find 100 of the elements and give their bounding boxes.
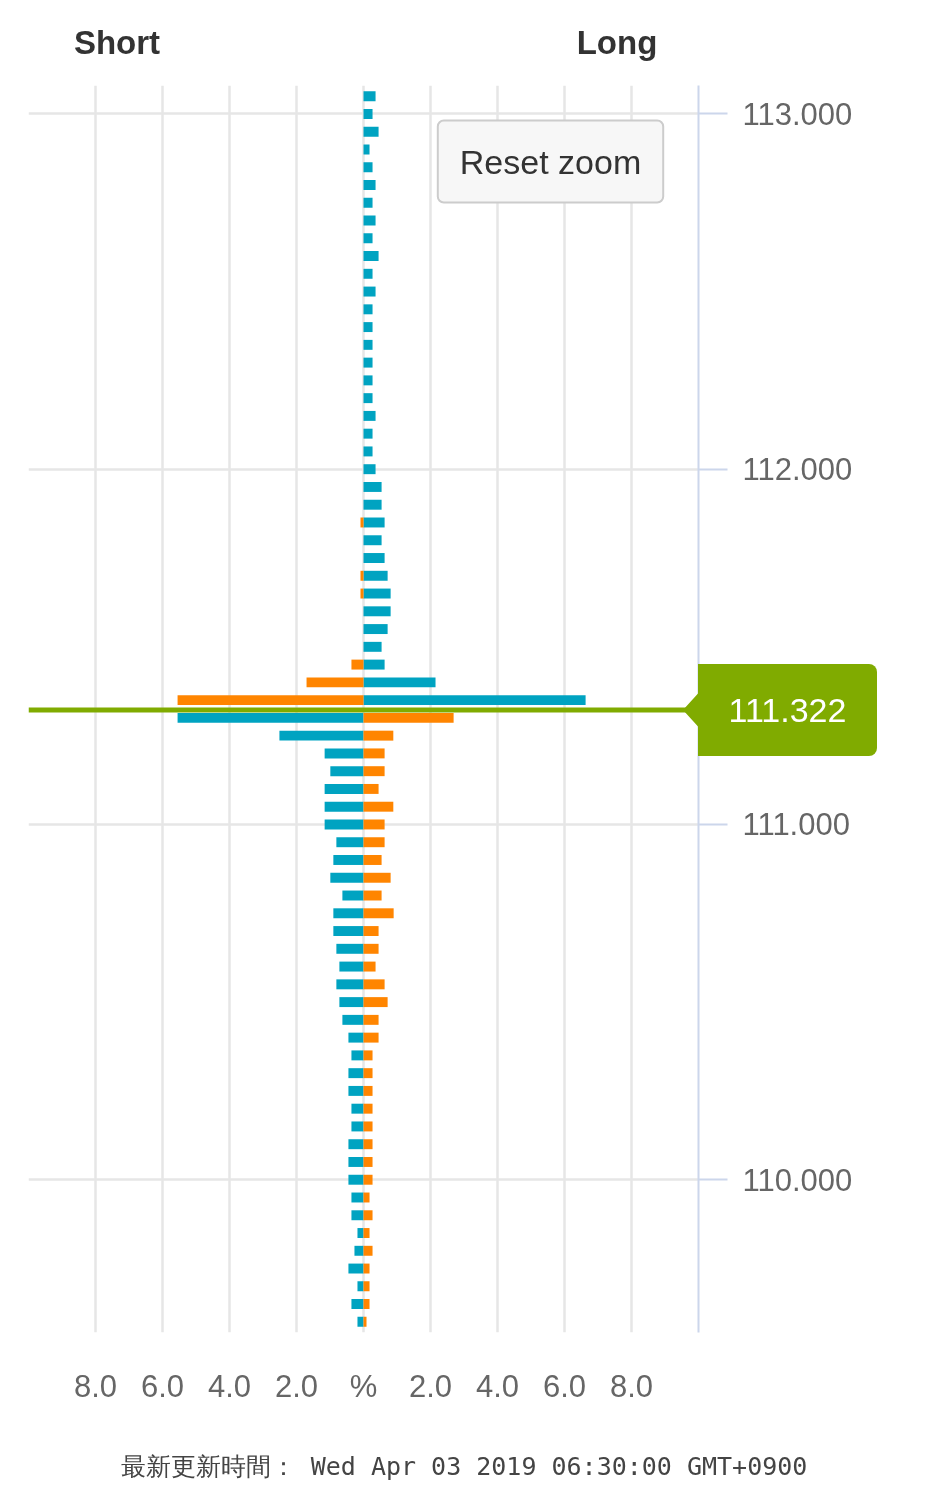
bar	[348, 1139, 364, 1150]
bar	[348, 1157, 364, 1167]
x-tick-label: 4.0	[475, 1368, 520, 1404]
bar	[330, 872, 364, 883]
x-tick-label: %	[349, 1368, 378, 1404]
x-tick-label: 8.0	[609, 1368, 654, 1404]
bar	[363, 606, 391, 617]
bar	[363, 588, 391, 599]
annotation: Long	[575, 23, 659, 63]
bar	[363, 1103, 373, 1114]
bar	[363, 641, 382, 652]
bar	[363, 1157, 373, 1167]
bar	[363, 659, 385, 670]
bar	[363, 1014, 379, 1025]
bar	[363, 979, 385, 990]
bar	[351, 1192, 364, 1203]
bar	[363, 286, 376, 297]
annotation: Reset zoom	[459, 142, 642, 181]
bar	[363, 1210, 373, 1221]
bar	[363, 1228, 370, 1238]
bar	[363, 712, 454, 723]
bar	[363, 322, 373, 333]
bar	[333, 926, 364, 937]
bar	[360, 570, 364, 581]
annotation: 最新更新時間： Wed Apr 03 2019 06:30:00 GMT+0900	[119, 1451, 809, 1483]
bar	[363, 446, 373, 457]
bar	[348, 1174, 364, 1185]
bar	[363, 624, 388, 635]
bar	[363, 872, 391, 883]
bar	[324, 783, 364, 794]
bar	[363, 1245, 373, 1256]
bar	[351, 1121, 364, 1132]
bar	[351, 1299, 364, 1310]
bar	[360, 517, 364, 528]
bar	[336, 837, 364, 848]
bar	[351, 1050, 364, 1061]
bar	[336, 943, 364, 954]
bar	[363, 997, 388, 1008]
bar	[363, 304, 373, 315]
bar	[363, 943, 379, 954]
bar	[351, 1210, 364, 1221]
bar	[363, 1032, 379, 1043]
bar	[348, 1068, 364, 1079]
bar	[363, 1068, 373, 1079]
bar	[339, 997, 364, 1008]
bar	[363, 215, 376, 226]
bar	[177, 712, 364, 723]
bar	[363, 464, 376, 475]
bar	[363, 926, 379, 937]
bar	[363, 1174, 373, 1185]
x-tick-label: 2.0	[274, 1368, 319, 1404]
bar	[363, 517, 385, 528]
bar	[363, 428, 373, 439]
bar	[324, 748, 364, 759]
bar	[306, 677, 364, 688]
bar	[363, 1121, 373, 1132]
y-tick-label: 112.000	[742, 452, 853, 488]
x-tick-label: 2.0	[408, 1368, 453, 1404]
bar	[363, 1139, 373, 1150]
bar	[363, 819, 385, 830]
y-tick-label: 110.000	[742, 1162, 853, 1198]
bar	[324, 819, 364, 830]
bar	[363, 748, 385, 759]
bar	[351, 1103, 364, 1114]
bar	[363, 1263, 370, 1274]
bar	[363, 1299, 370, 1310]
x-tick-label: 6.0	[542, 1368, 587, 1404]
bar	[363, 1281, 370, 1292]
bar	[336, 979, 364, 990]
bar	[177, 695, 364, 706]
bar	[363, 801, 394, 812]
bar	[363, 677, 436, 688]
bar	[333, 855, 364, 865]
bar	[360, 588, 364, 599]
bar	[348, 1032, 364, 1043]
y-tick-label: 111.000	[742, 807, 850, 843]
bar	[342, 890, 364, 901]
bar	[363, 837, 385, 848]
bar	[363, 499, 382, 510]
bar	[363, 1192, 370, 1203]
x-tick-label: 4.0	[207, 1368, 252, 1404]
bar	[363, 1316, 367, 1327]
bar	[363, 730, 394, 741]
bar	[363, 251, 379, 261]
y-tick-label: 113.000	[742, 96, 853, 132]
bar	[363, 268, 373, 279]
bar	[279, 730, 364, 741]
bar	[357, 1228, 364, 1238]
bar	[363, 375, 373, 386]
bar	[363, 535, 382, 546]
bar	[363, 766, 385, 777]
bar	[363, 783, 379, 794]
bar	[357, 1316, 364, 1327]
bar	[363, 570, 388, 581]
bar	[363, 233, 373, 244]
bar	[363, 481, 382, 492]
bar	[363, 890, 382, 901]
bar	[363, 357, 373, 368]
bar	[363, 180, 376, 190]
bar	[363, 108, 373, 119]
